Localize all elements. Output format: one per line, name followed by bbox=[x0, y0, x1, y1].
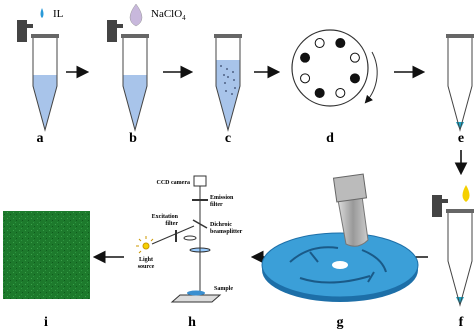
naclo4-drop bbox=[129, 3, 143, 27]
tube bbox=[32, 38, 58, 132]
microfluidic-chip bbox=[261, 173, 419, 302]
cap-link bbox=[116, 24, 123, 28]
centrifuge-rotor bbox=[291, 29, 378, 107]
microscope-label: CCD camera bbox=[157, 180, 191, 186]
particle bbox=[234, 87, 236, 89]
step-label: i bbox=[44, 315, 48, 330]
microscope-label: filter bbox=[165, 221, 178, 227]
cap bbox=[432, 195, 442, 217]
microscope-schematic bbox=[136, 175, 222, 303]
il-drop bbox=[40, 8, 44, 18]
cap-link bbox=[441, 199, 448, 203]
cap-link bbox=[26, 24, 33, 28]
tube-rim bbox=[31, 34, 59, 38]
rotor-slot bbox=[335, 38, 346, 49]
rotor-slot bbox=[349, 73, 360, 84]
step-label: e bbox=[458, 131, 464, 146]
tube-rim bbox=[446, 209, 474, 213]
il-label: IL bbox=[53, 8, 64, 20]
step-label: f bbox=[459, 315, 464, 330]
step-label: h bbox=[188, 315, 196, 330]
rotor-slot bbox=[300, 52, 311, 63]
particle bbox=[233, 79, 235, 81]
yellow-drop bbox=[462, 185, 470, 202]
rotor-slot bbox=[314, 87, 325, 98]
tube-rim bbox=[214, 34, 242, 38]
step-label: g bbox=[337, 315, 344, 330]
particle bbox=[223, 74, 225, 76]
cap bbox=[17, 20, 27, 42]
tube bbox=[122, 38, 148, 132]
particle bbox=[225, 90, 227, 92]
fluorescence-image bbox=[3, 211, 90, 299]
step-label: a bbox=[37, 131, 44, 146]
particle bbox=[226, 68, 228, 70]
particle bbox=[220, 65, 222, 67]
tube bbox=[215, 38, 241, 132]
step-label: c bbox=[225, 131, 231, 146]
liquid bbox=[123, 75, 147, 130]
microscope-label: Sample bbox=[214, 286, 233, 292]
tube bbox=[447, 213, 473, 307]
microscope-label: source bbox=[138, 264, 155, 270]
microscope-label: beamsplitter bbox=[210, 229, 243, 235]
cap bbox=[107, 20, 117, 42]
rotor-slot bbox=[314, 38, 325, 49]
tube-rim bbox=[446, 34, 474, 38]
particle bbox=[224, 82, 226, 84]
particle bbox=[227, 76, 229, 78]
rotor-slot bbox=[300, 73, 311, 84]
step-label: d bbox=[326, 131, 334, 146]
microscope-label: Dichroic bbox=[210, 222, 232, 228]
liquid bbox=[216, 60, 240, 130]
microscope-label: filter bbox=[210, 202, 223, 208]
step-label: b bbox=[129, 131, 137, 146]
microscope-label: Light bbox=[139, 257, 153, 263]
microscope-label: Excitation bbox=[152, 214, 179, 220]
liquid bbox=[33, 75, 57, 130]
particle bbox=[232, 71, 234, 73]
tube-rim bbox=[121, 34, 149, 38]
tube bbox=[447, 38, 473, 132]
rotor-slot bbox=[349, 52, 360, 63]
naclo4-label: NaClO4 bbox=[151, 8, 186, 22]
rotor-slot bbox=[335, 87, 346, 98]
particle bbox=[231, 93, 233, 95]
microscope-label: Emission bbox=[210, 195, 234, 201]
